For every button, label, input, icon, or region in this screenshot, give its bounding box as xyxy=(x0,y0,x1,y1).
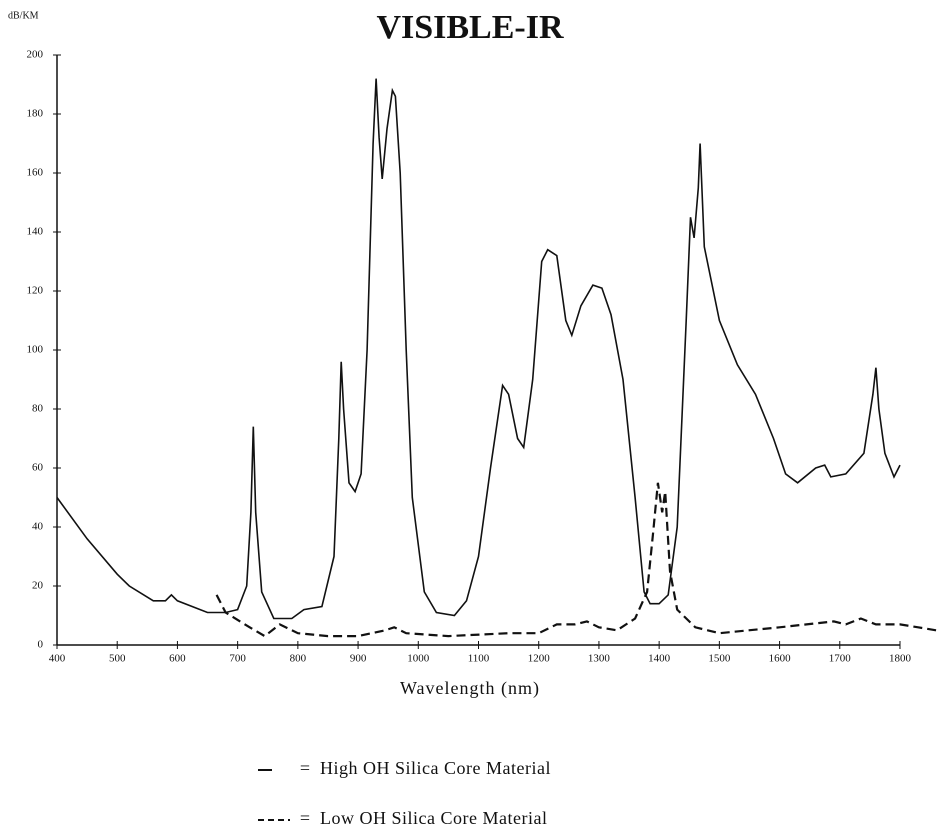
y-tick-label: 100 xyxy=(27,344,44,356)
x-tick-label: 1300 xyxy=(588,653,611,665)
x-tick-label: 1500 xyxy=(708,653,731,665)
x-axis-label: Wavelength (nm) xyxy=(400,678,540,699)
x-tick-label: 600 xyxy=(169,653,186,665)
legend-separator: = xyxy=(300,808,310,828)
data-line xyxy=(56,78,901,620)
y-tick-label: 80 xyxy=(32,403,44,415)
y-tick-label: 180 xyxy=(27,108,44,120)
y-tick-label: 140 xyxy=(27,226,44,238)
x-tick-label: 1400 xyxy=(648,653,671,665)
x-tick-label: 1800 xyxy=(889,653,912,665)
y-tick-label: 0 xyxy=(38,639,44,651)
y-tick-label: 40 xyxy=(32,521,44,533)
x-tick-label: 1700 xyxy=(829,653,852,665)
x-tick-label: 400 xyxy=(49,653,66,665)
x-tick-label: 900 xyxy=(350,653,367,665)
y-axis-label: dB/KM xyxy=(8,10,39,21)
y-tick-label: 60 xyxy=(32,462,44,474)
x-tick-label: 700 xyxy=(229,653,246,665)
x-tick-label: 500 xyxy=(109,653,126,665)
y-tick-label: 160 xyxy=(27,167,44,179)
y-tick-label: 20 xyxy=(32,580,44,592)
x-tick-label: 1000 xyxy=(407,653,430,665)
y-tick-label: 200 xyxy=(27,49,44,61)
x-tick-label: 1100 xyxy=(468,653,490,665)
data-line xyxy=(215,482,937,638)
x-tick-label: 800 xyxy=(290,653,307,665)
x-tick-label: 1200 xyxy=(528,653,551,665)
legend-separator: = xyxy=(300,758,310,778)
legend-label: High OH Silica Core Material xyxy=(320,758,551,778)
y-tick-label: 120 xyxy=(27,285,44,297)
chart-title: VISIBLE-IR xyxy=(376,9,564,46)
legend-label: Low OH Silica Core Material xyxy=(320,808,547,828)
x-tick-label: 1600 xyxy=(769,653,792,665)
